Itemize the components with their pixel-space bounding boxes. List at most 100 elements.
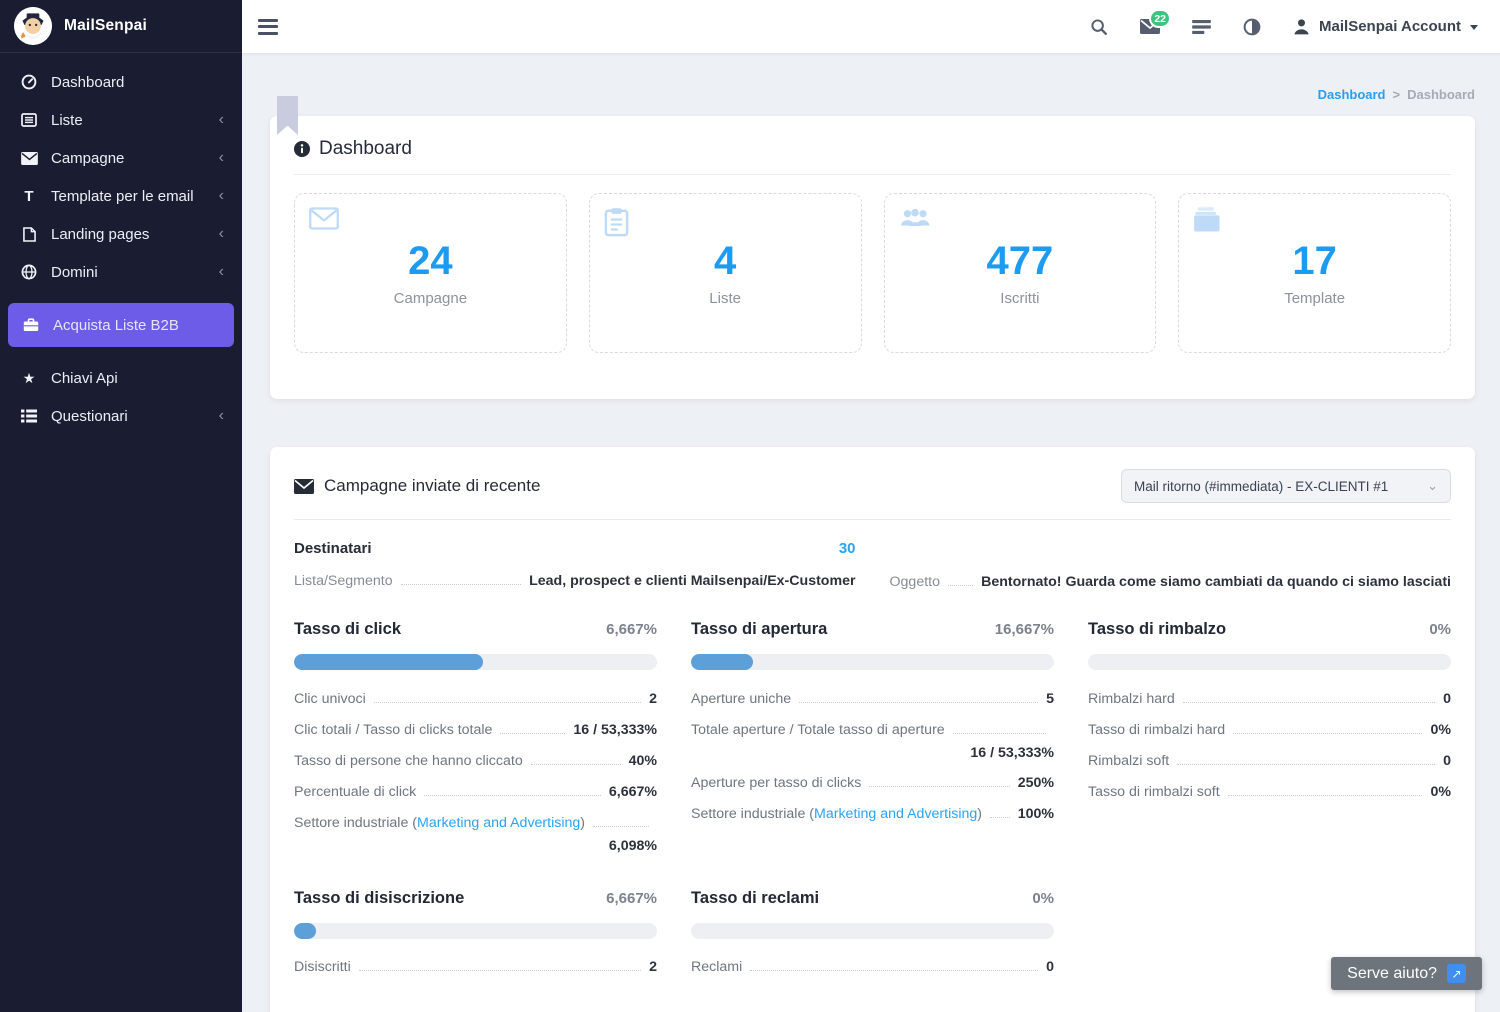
progress-bar <box>691 922 1054 939</box>
hamburger-menu-icon[interactable] <box>258 18 278 35</box>
dashboard-card: Dashboard 24 Campagne 4 <box>270 96 1475 399</box>
bookmark-ribbon-icon <box>277 96 298 135</box>
stat-label: Liste <box>709 290 741 307</box>
sidebar-item-dashboard[interactable]: Dashboard <box>0 63 242 101</box>
recipients-count-link[interactable]: 30 <box>838 540 856 557</box>
sidebar-item-liste[interactable]: Liste ‹ <box>0 101 242 139</box>
sidebar-item-domini[interactable]: Domini ‹ <box>0 253 242 291</box>
metric-row: Disiscritti 2 <box>294 959 657 975</box>
progress-bar <box>1088 654 1451 670</box>
metric-row: Rimbalzi hard 0 <box>1088 690 1451 707</box>
mailsenpai-logo-icon <box>14 7 52 45</box>
metrics-row-1: Tasso di click 6,667% Clic univoci 2 Clic… <box>294 620 1451 861</box>
progress-bar-fill <box>294 654 483 670</box>
progress-bar-fill <box>691 654 753 670</box>
sidebar-item-chiavi-api[interactable]: ★ Chiavi Api <box>0 359 242 397</box>
subject-label: Oggetto <box>889 574 940 590</box>
account-menu[interactable]: MailSenpai Account <box>1293 18 1478 35</box>
users-icon <box>899 207 931 229</box>
envelope-icon <box>294 478 314 494</box>
list-segment-label: Lista/Segmento <box>294 573 393 589</box>
recent-campaigns-card: Campagne inviate di recente Mail ritorno… <box>270 447 1475 1012</box>
metric-row-wrapped: Settore industriale (Marketing and Adver… <box>294 814 657 854</box>
chevron-left-icon: ‹ <box>218 263 224 280</box>
external-link-icon: ↗ <box>1447 964 1466 983</box>
list-segment-row: Lista/Segmento Lead, prospect e clienti … <box>294 573 856 589</box>
breadcrumb-separator: > <box>1392 87 1401 102</box>
sidebar-item-template-email[interactable]: T Template per le email ‹ <box>0 177 242 215</box>
metric-row: Clic totali / Tasso di clicks totale 16 /… <box>294 721 657 738</box>
notifications-mail-icon[interactable]: 22 <box>1140 9 1172 34</box>
sidebar-item-label: Questionari <box>51 407 128 425</box>
folder-icon <box>1193 207 1223 233</box>
sidebar-item-acquista-liste-b2b[interactable]: Acquista Liste B2B <box>8 303 234 347</box>
sidebar-item-label: Dashboard <box>51 73 125 91</box>
sidebar-item-label: Template per le email <box>51 187 194 205</box>
brand-name: MailSenpai <box>64 17 147 34</box>
globe-icon <box>20 264 38 280</box>
stat-tile-campagne[interactable]: 24 Campagne <box>294 193 567 353</box>
subject-row: Oggetto Bentornato! Guarda come siamo ca… <box>890 574 1452 590</box>
metric-row: Aperture per tasso di clicks 250% <box>691 775 1054 791</box>
dotted-leader <box>947 585 974 586</box>
stat-label: Iscritti <box>1000 290 1040 307</box>
chevron-left-icon: ‹ <box>218 149 224 166</box>
metric-row: Aperture uniche 5 <box>691 690 1054 707</box>
stat-tile-liste[interactable]: 4 Liste <box>588 193 862 353</box>
help-button[interactable]: Serve aiuto? ↗ <box>1331 957 1482 990</box>
chevron-down-icon: ⌄ <box>1427 478 1438 493</box>
metric-row: Percentuale di click 6,667% <box>294 783 657 800</box>
text-icon: T <box>24 187 34 205</box>
chevron-left-icon: ‹ <box>218 187 224 204</box>
sidebar-nav: Dashboard Liste ‹ Campagne ‹ T Template … <box>0 53 242 435</box>
page-title: Dashboard <box>319 138 412 159</box>
topbar-actions: 22 MailSenpai Account <box>1090 9 1478 36</box>
campaign-select-value: Mail ritorno (#immediata) - EX-CLIENTI #… <box>1134 478 1389 494</box>
search-icon[interactable] <box>1090 18 1108 36</box>
progress-bar <box>294 922 657 939</box>
metric-headline-value: 0% <box>1032 889 1054 907</box>
metric-headline-value: 16,667% <box>994 621 1054 638</box>
campaign-select[interactable]: Mail ritorno (#immediata) - EX-CLIENTI #… <box>1121 469 1451 503</box>
metric-title: Tasso di click <box>294 620 401 638</box>
metric-row: Clic univoci 2 <box>294 690 657 707</box>
metric-headline-value: 0% <box>1429 621 1451 638</box>
industry-link[interactable]: Marketing and Advertising <box>814 806 978 822</box>
metric-row: Rimbalzi soft 0 <box>1088 752 1451 769</box>
breadcrumb-link[interactable]: Dashboard <box>1317 87 1386 102</box>
envelope-icon <box>20 151 38 165</box>
chevron-left-icon: ‹ <box>218 407 224 424</box>
breadcrumb: Dashboard > Dashboard <box>270 87 1475 102</box>
stat-tile-iscritti[interactable]: 477 Iscritti <box>883 193 1157 353</box>
metric-title: Tasso di disiscrizione <box>294 888 465 907</box>
sidebar-item-campagne[interactable]: Campagne ‹ <box>0 139 242 177</box>
topbar: 22 MailSenpai Account <box>242 0 1500 53</box>
metric-complaint-rate: Tasso di reclami 0% Reclami 0 <box>691 889 1054 983</box>
metric-unsubscribe-rate: Tasso di disiscrizione 6,667% Disiscritt… <box>294 889 657 983</box>
metric-title: Tasso di rimbalzo <box>1088 620 1227 638</box>
sidebar-item-landing-pages[interactable]: Landing pages ‹ <box>0 215 242 253</box>
stat-value: 17 <box>1292 239 1337 283</box>
progress-bar <box>294 654 657 670</box>
subject-value: Bentornato! Guarda come siamo cambiati d… <box>981 574 1451 590</box>
sidebar-item-label: Chiavi Api <box>51 369 118 387</box>
sidebar: MailSenpai Dashboard Liste ‹ Camp <box>0 0 242 1012</box>
tasks-list-icon[interactable] <box>1192 19 1211 34</box>
metric-row-wrapped: Totale aperture / Totale tasso di apertu… <box>691 721 1054 761</box>
sidebar-item-label: Campagne <box>51 149 125 167</box>
chevron-left-icon: ‹ <box>218 225 224 242</box>
help-button-label: Serve aiuto? <box>1347 964 1437 982</box>
clipboard-icon <box>604 207 629 237</box>
metric-headline-value: 6,667% <box>606 889 657 907</box>
list-icon <box>20 112 38 128</box>
sidebar-item-questionari[interactable]: Questionari ‹ <box>0 397 242 435</box>
stat-tile-template[interactable]: 17 Template <box>1178 193 1451 353</box>
sidebar-item-label: Acquista Liste B2B <box>53 316 179 334</box>
contrast-theme-icon[interactable] <box>1243 18 1261 36</box>
briefcase-icon <box>22 318 40 332</box>
brand: MailSenpai <box>0 0 242 53</box>
industry-link[interactable]: Marketing and Advertising <box>417 814 581 831</box>
progress-bar <box>691 654 1054 670</box>
envelope-icon <box>309 207 339 230</box>
